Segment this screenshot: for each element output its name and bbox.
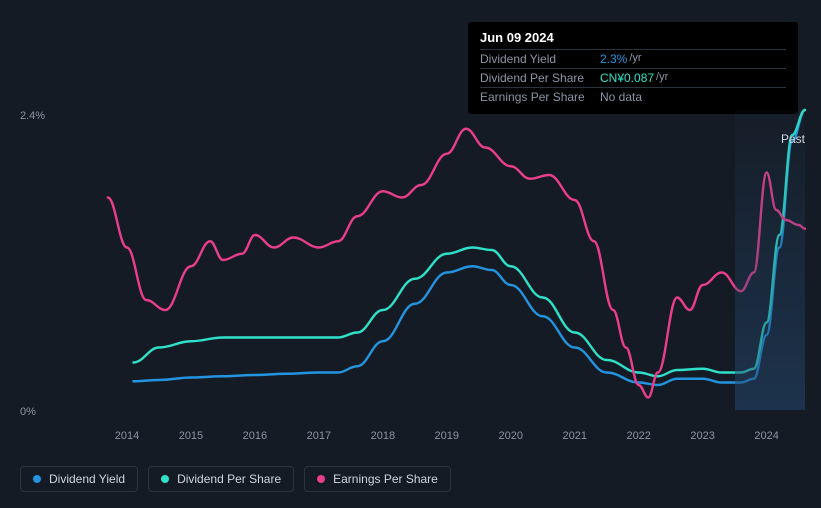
legend-dot-icon	[33, 475, 41, 483]
y-axis-bottom-label: 0%	[20, 406, 36, 418]
legend-dot-icon	[161, 475, 169, 483]
tooltip-row-label: Earnings Per Share	[480, 90, 600, 104]
x-axis-label: 2017	[307, 430, 331, 442]
chart-legend: Dividend Yield Dividend Per Share Earnings…	[20, 466, 451, 492]
legend-label: Dividend Per Share	[177, 472, 281, 486]
x-axis-label: 2022	[626, 430, 650, 442]
tooltip-row-value: 2.3%	[600, 52, 627, 66]
tooltip-date: Jun 09 2024	[480, 30, 786, 45]
past-label: Past	[781, 132, 805, 146]
x-axis-label: 2018	[371, 430, 395, 442]
chart-tooltip: Jun 09 2024 Dividend Yield2.3%/yrDividen…	[468, 22, 798, 114]
chart-container: 2.4% 0% Past	[20, 110, 805, 420]
chart-svg	[95, 110, 805, 410]
tooltip-row-label: Dividend Yield	[480, 52, 600, 66]
y-axis-top-label: 2.4%	[20, 110, 45, 122]
legend-item[interactable]: Earnings Per Share	[304, 466, 451, 492]
legend-label: Earnings Per Share	[333, 472, 438, 486]
x-axis-label: 2024	[754, 430, 778, 442]
x-axis-label: 2015	[179, 430, 203, 442]
series-line	[108, 129, 805, 398]
tooltip-row-label: Dividend Per Share	[480, 71, 600, 85]
tooltip-row: Dividend Per ShareCN¥0.087/yr	[480, 68, 786, 87]
x-axis-label: 2014	[115, 430, 139, 442]
legend-item[interactable]: Dividend Yield	[20, 466, 138, 492]
plot-area: Past	[95, 110, 805, 410]
x-axis-label: 2020	[499, 430, 523, 442]
tooltip-row-value: CN¥0.087	[600, 71, 654, 85]
x-axis-label: 2021	[562, 430, 586, 442]
tooltip-row-suffix: /yr	[629, 52, 641, 66]
legend-label: Dividend Yield	[49, 472, 125, 486]
tooltip-row: Earnings Per ShareNo data	[480, 87, 786, 106]
tooltip-row: Dividend Yield2.3%/yr	[480, 49, 786, 68]
tooltip-row-value: No data	[600, 90, 642, 104]
x-axis-label: 2019	[435, 430, 459, 442]
legend-dot-icon	[317, 475, 325, 483]
legend-item[interactable]: Dividend Per Share	[148, 466, 294, 492]
series-line	[133, 110, 805, 376]
x-axis-label: 2023	[690, 430, 714, 442]
x-axis-labels: 2014 2015 2016 2017 2018 2019 2020 2021 2022 2023…	[20, 430, 805, 446]
x-axis-label: 2016	[243, 430, 267, 442]
tooltip-row-suffix: /yr	[656, 71, 668, 85]
